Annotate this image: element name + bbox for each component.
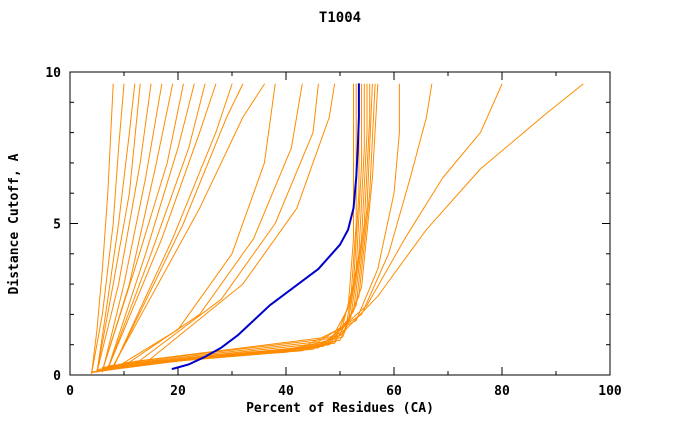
series-model-12 — [112, 83, 233, 368]
x-axis-label: Percent of Residues (CA) — [246, 401, 434, 416]
series-model-03 — [96, 83, 136, 373]
series-model-21 — [96, 83, 363, 371]
series-model-27 — [107, 83, 379, 367]
x-tick-label: 0 — [66, 384, 74, 399]
series-model-13 — [112, 83, 244, 368]
series-model-02 — [91, 83, 125, 374]
series-model-08 — [101, 83, 184, 371]
series-model-01 — [91, 83, 114, 374]
x-tick-label: 60 — [386, 384, 402, 399]
series-model-22 — [96, 83, 365, 370]
x-tick-label: 100 — [598, 384, 622, 399]
series-model-29 — [112, 83, 400, 367]
y-tick-label: 0 — [53, 369, 61, 384]
plot-area: 0 20 40 60 80 100 0 5 10 — [45, 66, 622, 399]
series-model-17 — [134, 83, 319, 365]
series-model-14 — [112, 83, 265, 367]
chart-title: T1004 — [319, 10, 361, 26]
series-model-18 — [145, 83, 336, 364]
y-axis-label: Distance Cutoff, A — [7, 153, 22, 294]
series-model-16 — [123, 83, 303, 367]
series-model-31 — [123, 83, 503, 364]
series-model-15 — [118, 83, 276, 367]
series-model-32 — [134, 83, 584, 362]
series-model-09 — [107, 83, 195, 370]
y-tick-label: 10 — [45, 66, 61, 81]
series-model-05 — [96, 83, 152, 373]
series-model-11 — [107, 83, 217, 370]
y-tick-label: 5 — [53, 218, 61, 233]
x-tick-label: 40 — [278, 384, 294, 399]
series-model-28 — [91, 83, 354, 374]
series-model-04 — [96, 83, 141, 373]
series-model-06 — [101, 83, 163, 373]
series-highlighted-model — [171, 83, 360, 370]
x-tick-label: 80 — [494, 384, 510, 399]
series-model-10 — [107, 83, 206, 370]
x-tick-label: 20 — [170, 384, 186, 399]
series-model-30 — [118, 83, 433, 365]
